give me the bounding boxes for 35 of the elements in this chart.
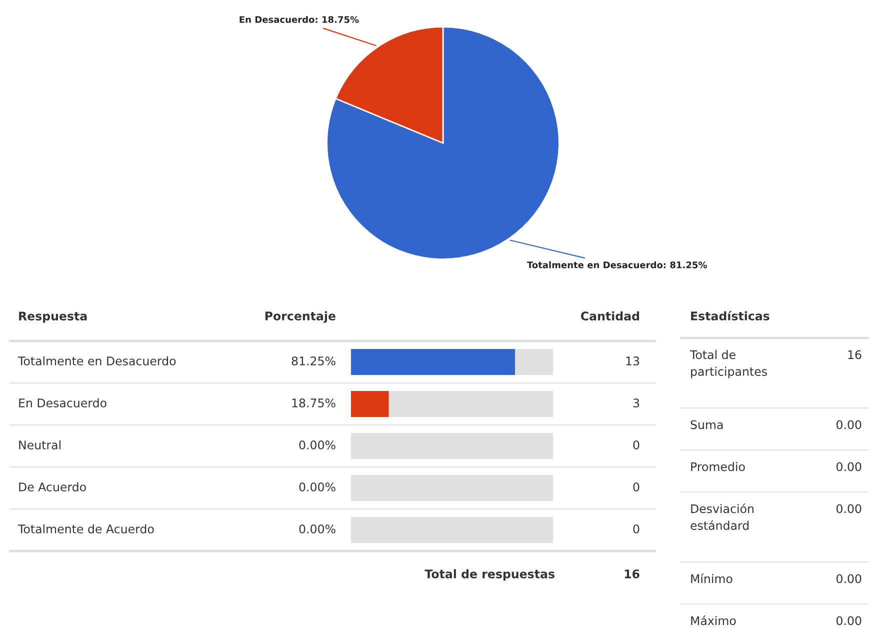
text: Suma — [690, 420, 723, 430]
text: 0.00 — [836, 616, 862, 626]
text: Total de respuestas — [424, 569, 554, 581]
data-label: 0.00% — [299, 524, 336, 534]
slice-label: Totalmente en Desacuerdo: 81.25% — [526, 261, 707, 268]
text: Total de participantes — [690, 350, 767, 378]
y-tick-label: En Desacuerdo — [19, 398, 106, 408]
text: 0.00 — [836, 574, 862, 584]
data-label: 0.00% — [299, 440, 336, 450]
data-label: 81.25% — [292, 356, 336, 366]
y-tick-label: Totalmente de Acuerdo — [18, 524, 154, 534]
slice-label: En Desacuerdo: 18.75% — [240, 16, 359, 23]
text: Desviación estándard — [690, 504, 754, 530]
text: Mínimo — [691, 574, 732, 584]
text: 0 — [633, 440, 640, 450]
data-label: 0.00% — [299, 482, 336, 492]
text: Cantidad — [580, 311, 640, 320]
text: 16 — [848, 350, 862, 360]
text: Porcentaje — [265, 311, 336, 323]
text: 0.00 — [836, 504, 862, 514]
y-tick-label: Neutral — [19, 440, 60, 450]
data-label: 18.75% — [292, 398, 336, 408]
text: Estadísticas — [691, 310, 770, 320]
text: Respuesta — [19, 312, 87, 323]
text: 13 — [626, 356, 640, 366]
text: 0.00 — [836, 462, 862, 472]
y-tick-label: De Acuerdo — [19, 482, 86, 492]
text: 16 — [624, 569, 640, 578]
y-tick-label: Totalmente en Desacuerdo — [18, 356, 176, 366]
text: 0.00 — [836, 420, 862, 430]
text: Máximo — [691, 616, 736, 626]
text: 0 — [633, 482, 640, 492]
text: 3 — [633, 398, 640, 408]
text: 0 — [633, 524, 640, 534]
text: Promedio — [691, 462, 745, 472]
